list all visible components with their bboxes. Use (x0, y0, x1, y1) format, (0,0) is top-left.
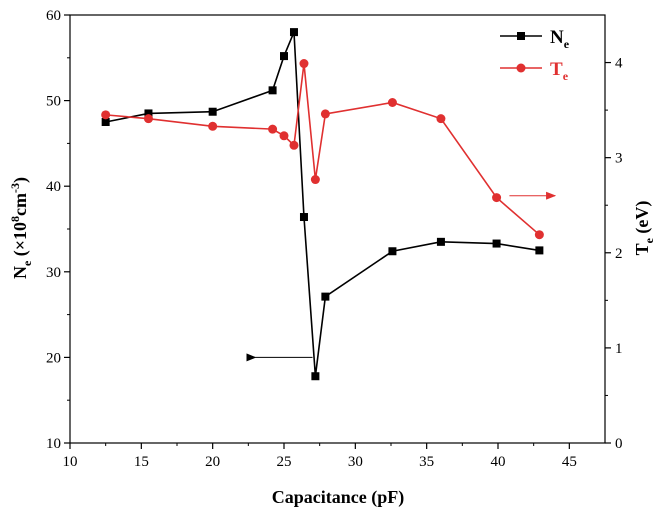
x-tick-label: 40 (491, 454, 506, 470)
data-point-te (279, 131, 289, 141)
y2-tick-label: 2 (615, 246, 623, 262)
data-point-ne (280, 52, 288, 61)
series-layer (101, 28, 544, 381)
y2-tick-label: 4 (615, 56, 623, 72)
y-axis-title-sup2: -3 (8, 183, 22, 193)
data-point-te (299, 59, 309, 69)
y2-tick-label: 3 (615, 151, 623, 167)
plot-frame (69, 14, 606, 444)
data-point-te (534, 230, 544, 240)
series-line-te (105, 63, 540, 236)
y2-axis-title: Te (eV) (632, 201, 656, 256)
y2-axis-title-rest: (eV) (632, 201, 653, 238)
data-point-te (492, 193, 502, 203)
data-point-ne (388, 247, 397, 256)
y-tick-label: 20 (46, 350, 61, 366)
x-tick-label: 25 (277, 454, 292, 470)
data-point-ne (535, 246, 544, 255)
data-point-ne (144, 109, 153, 118)
y-axis-title-rest-b: cm (10, 193, 30, 216)
legend-marker-te (516, 63, 526, 73)
data-point-ne (311, 372, 320, 381)
y-tick-label: 40 (46, 179, 61, 195)
x-tick-label: 35 (419, 454, 434, 470)
legend-label-ne: Ne (550, 27, 570, 51)
data-point-te (436, 114, 446, 124)
data-point-te (289, 140, 299, 150)
y-tick-label: 10 (46, 436, 61, 452)
data-point-te (320, 109, 330, 119)
series-line-ne (105, 31, 540, 377)
data-point-ne (289, 28, 298, 37)
y2-axis-title-sub: e (642, 237, 656, 243)
annotation-layer (246, 191, 557, 362)
data-point-ne (321, 292, 330, 301)
data-point-te (268, 124, 278, 134)
data-point-te (143, 114, 153, 124)
y-axis-title-sup1: 8 (8, 216, 22, 222)
y-axis-title-main: N (10, 266, 30, 279)
y-axis-title-rest-a: (×10 (10, 222, 31, 261)
x-tick-label: 10 (63, 454, 78, 470)
data-point-te (101, 110, 111, 120)
data-point-ne (436, 237, 445, 246)
y-axis-title-rest-c: ) (10, 177, 31, 183)
data-point-ne (208, 107, 217, 116)
data-point-ne (299, 213, 308, 222)
axis-ticks: 10 15 20 25 30 35 40 45 10 20 30 40 50 60 0 1 2 3 4 (46, 8, 623, 470)
x-tick-label: 20 (205, 454, 220, 470)
data-point-ne (492, 239, 501, 248)
y2-axis-title-main: T (632, 243, 652, 255)
axes-frame (69, 14, 606, 444)
x-tick-label: 45 (562, 454, 577, 470)
y-tick-label: 30 (46, 265, 61, 281)
data-point-ne (101, 118, 110, 126)
data-point-te (208, 121, 218, 131)
x-axis-title: Capacitance (pF) (272, 487, 404, 508)
y-axis-title: Ne (×108cm-3) (8, 177, 34, 279)
data-point-ne (268, 86, 277, 95)
y2-tick-label: 1 (615, 341, 623, 357)
legend-label-te: Te (550, 59, 569, 83)
legend: Ne Te (500, 27, 570, 83)
y2-tick-label: 0 (615, 436, 623, 452)
y-tick-label: 60 (46, 8, 61, 24)
y-tick-label: 50 (46, 94, 61, 110)
data-point-te (387, 98, 397, 108)
y-axis-title-sub: e (20, 260, 34, 266)
x-tick-label: 15 (134, 454, 149, 470)
x-tick-label: 30 (348, 454, 363, 470)
data-point-te (310, 175, 320, 185)
legend-marker-ne (517, 32, 525, 40)
